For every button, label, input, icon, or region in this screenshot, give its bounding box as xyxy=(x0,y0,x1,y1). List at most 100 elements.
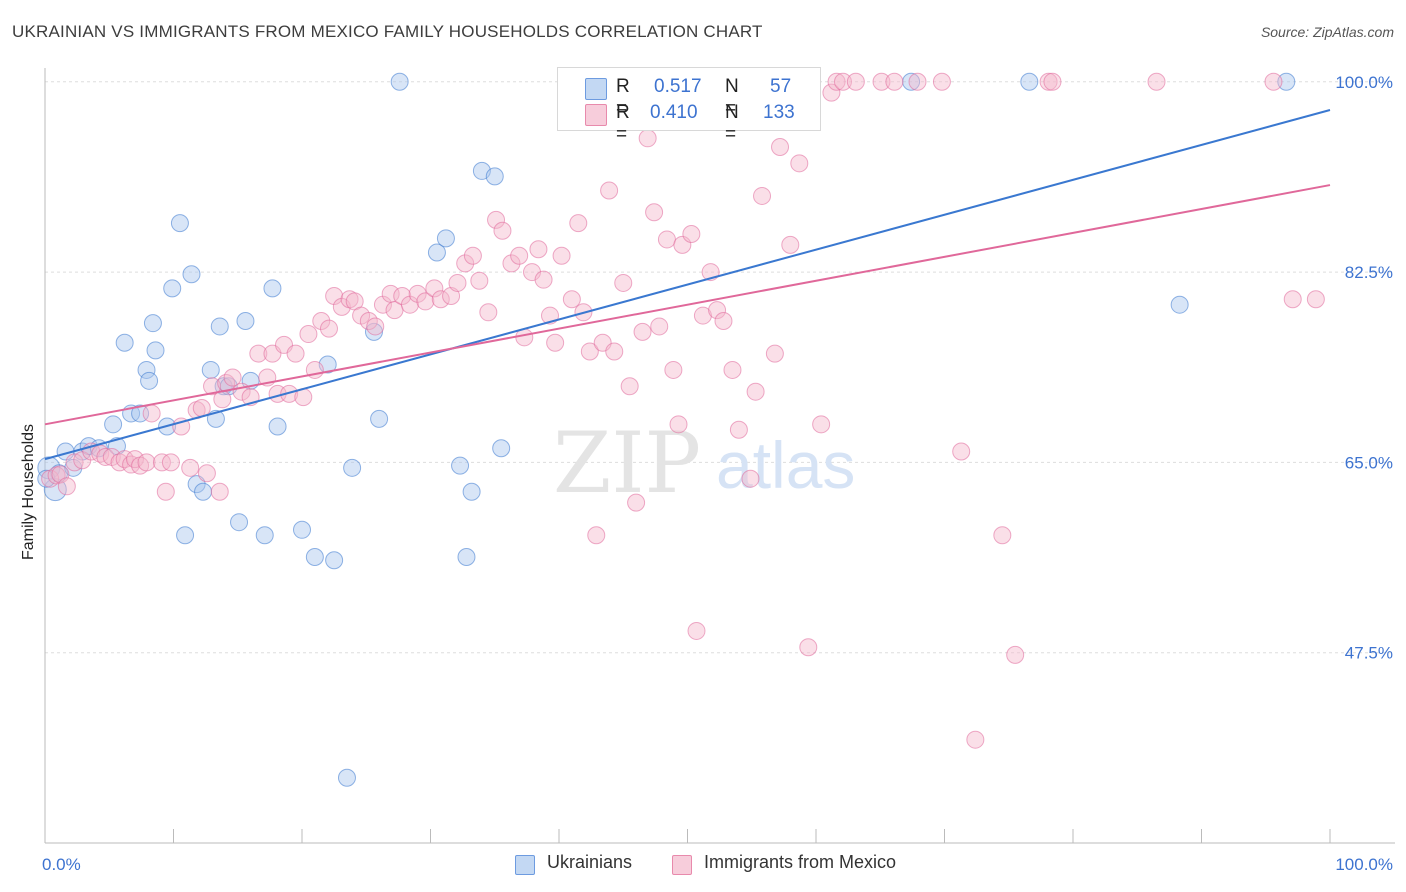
mexico-point xyxy=(932,72,951,91)
mexico-point xyxy=(614,273,633,292)
ukrainian-point xyxy=(390,72,409,91)
mexico-point xyxy=(425,279,444,298)
mexico-point xyxy=(487,210,506,229)
ukrainian-point xyxy=(140,371,159,390)
mexico-point xyxy=(156,482,175,501)
mexico-point xyxy=(319,319,338,338)
mexico-point xyxy=(620,377,639,396)
ukrainian-point xyxy=(337,768,356,787)
ukrainian-point xyxy=(457,547,476,566)
mexico-point xyxy=(479,303,498,322)
ukrainian-point xyxy=(182,265,201,284)
mexico-point xyxy=(142,404,161,423)
ukrainian-point xyxy=(163,279,182,298)
ukrainian-point xyxy=(115,333,134,352)
mexico-point xyxy=(781,235,800,254)
ukrainian-point xyxy=(1277,72,1296,91)
mexico-point xyxy=(569,214,588,233)
mexico-point xyxy=(708,301,727,320)
mexico-point xyxy=(137,453,156,472)
mexico-point xyxy=(1006,645,1025,664)
mexico-point xyxy=(846,72,865,91)
mexico-point xyxy=(493,221,512,240)
mexico-point xyxy=(65,453,84,472)
mexico-point xyxy=(600,181,619,200)
mexico-point xyxy=(510,246,529,265)
y-axis-label: Family Households xyxy=(20,423,37,560)
mexico-point xyxy=(952,442,971,461)
mexico-point xyxy=(562,290,581,309)
mexico-point xyxy=(502,254,521,273)
mexico-point xyxy=(203,377,222,396)
mexico-point xyxy=(657,230,676,249)
mexico-point xyxy=(885,72,904,91)
mexico-point xyxy=(638,129,657,148)
mexico-point xyxy=(1039,72,1058,91)
ukrainian-point xyxy=(364,322,383,341)
mexico-point xyxy=(765,344,784,363)
legend-r-value: 0.410 xyxy=(650,102,698,123)
mexico-point xyxy=(552,246,571,265)
ukrainian-point xyxy=(343,458,362,477)
legend-n-value: 133 xyxy=(763,102,795,123)
mexico-point xyxy=(181,458,200,477)
ukrainian-point xyxy=(137,360,156,379)
mexico-point xyxy=(1147,72,1166,91)
mexico-point xyxy=(96,447,115,466)
ukrainian-point xyxy=(325,551,344,570)
legend-swatch-blue xyxy=(515,855,535,875)
ukrainian-point xyxy=(427,243,446,262)
ukrainian-point xyxy=(492,439,511,458)
mexico-point xyxy=(448,273,467,292)
legend-swatch-pink xyxy=(672,855,692,875)
mexico-point xyxy=(529,240,548,259)
mexico-point xyxy=(633,322,652,341)
ukrainian-point xyxy=(201,360,220,379)
ukrainian-point xyxy=(104,415,123,434)
ukrainian-point xyxy=(1170,295,1189,314)
mexico-point xyxy=(442,286,461,305)
ukrainian-point xyxy=(255,526,274,545)
mexico-point xyxy=(546,333,565,352)
ukrainian-point xyxy=(236,312,255,330)
mexico-point xyxy=(280,384,299,403)
mexico-point xyxy=(714,312,733,330)
x-tick-label: 0.0% xyxy=(42,855,81,874)
legend-n-label: N = xyxy=(725,102,739,145)
mexico-point xyxy=(771,138,790,156)
legend-label: Ukrainians xyxy=(547,852,633,872)
ukrainian-point xyxy=(263,279,282,298)
mexico-point xyxy=(312,312,331,330)
y-tick-label: 47.5% xyxy=(1345,644,1393,663)
mexico-point xyxy=(693,306,712,325)
mexico-point xyxy=(110,453,129,472)
ukrainian-point xyxy=(170,214,189,233)
mexico-point xyxy=(827,72,846,91)
mexico-point xyxy=(286,344,305,363)
source-label: Source: ZipAtlas.com xyxy=(1260,24,1394,40)
legend-n-label: N = xyxy=(725,76,739,119)
mexico-point xyxy=(687,621,706,640)
mexico-point xyxy=(966,730,985,749)
mexico-point xyxy=(669,415,688,434)
mexico-point xyxy=(753,186,772,205)
legend-swatch-blue xyxy=(585,78,607,100)
mexico-point xyxy=(627,493,646,512)
x-tick-label: 100.0% xyxy=(1335,855,1393,874)
mexico-point xyxy=(908,72,927,91)
ukrainian-point xyxy=(451,456,470,475)
trend-lines xyxy=(44,109,1331,461)
ukrainian-point xyxy=(370,409,389,428)
watermark-zip: ZIP xyxy=(553,414,701,512)
mexico-point xyxy=(790,154,809,173)
watermark: ZIP atlas xyxy=(553,414,855,512)
legend-label: Immigrants from Mexico xyxy=(704,852,897,872)
mexico-point xyxy=(993,526,1012,545)
mexico-point xyxy=(1306,290,1325,309)
mexico-point xyxy=(1043,72,1062,91)
mexico-point xyxy=(682,225,701,243)
mexico-point xyxy=(299,325,318,344)
ukrainian-point xyxy=(37,469,56,488)
mexico-point xyxy=(1264,72,1283,91)
